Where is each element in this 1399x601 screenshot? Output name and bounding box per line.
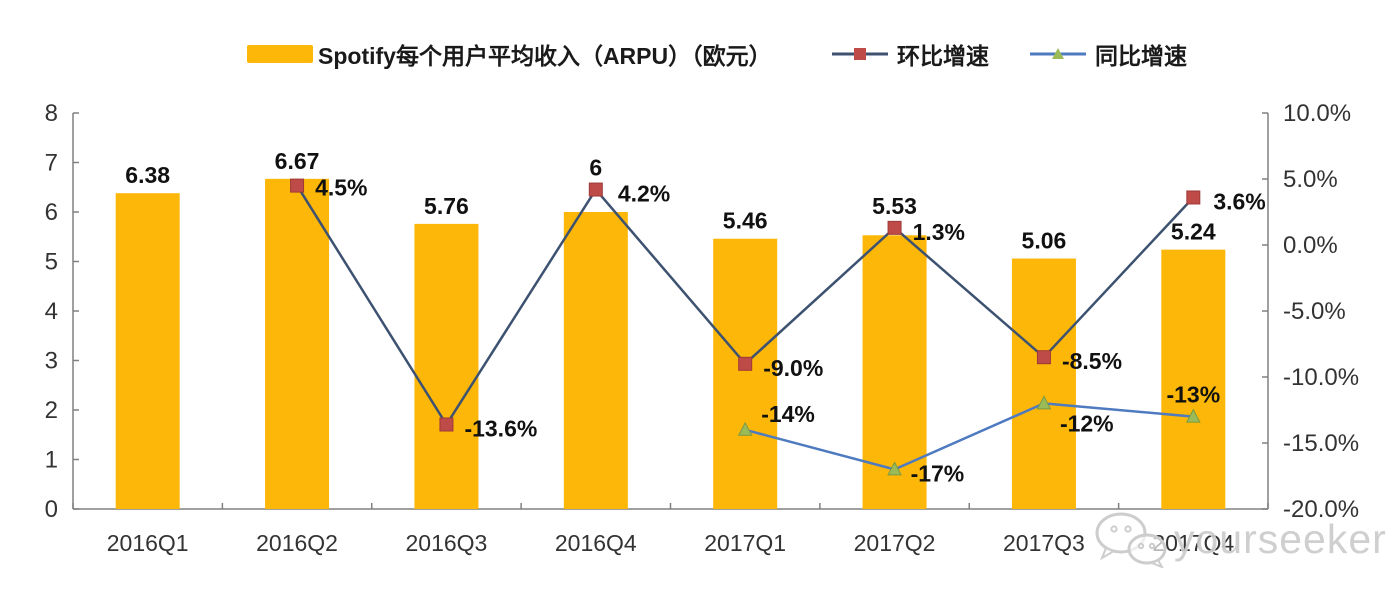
yoy-line — [744, 402, 1194, 471]
legend-item-arpu: Spotify每个用户平均收入（ARPU）（欧元） — [247, 38, 772, 70]
x-axis-category-label: 2017Q2 — [854, 530, 936, 556]
yoy-line-swatch — [1030, 48, 1086, 59]
bar — [1011, 258, 1076, 509]
left-axis-tick-label: 5 — [45, 249, 58, 276]
arpu-bar-swatch — [247, 45, 313, 63]
bar — [1161, 249, 1226, 509]
bar — [713, 238, 778, 510]
x-axis-category-label: 2016Q4 — [555, 530, 637, 556]
yoy-point-label: -14% — [761, 401, 815, 427]
bar — [563, 212, 628, 509]
left-axis-tick-label: 2 — [45, 397, 58, 424]
bar — [414, 223, 479, 509]
yoy-point-label: -12% — [1060, 410, 1114, 436]
legend-label-qoq: 环比增速 — [897, 43, 989, 69]
bar-value-label: 5.53 — [872, 193, 917, 219]
qoq-point-label: -9.0% — [763, 355, 823, 381]
qoq-marker — [290, 178, 305, 193]
left-axis-tick-label: 6 — [45, 199, 58, 226]
right-axis-tick-label: -5.0% — [1283, 298, 1346, 325]
x-axis-category-label: 2017Q3 — [1003, 530, 1085, 556]
right-axis-tick-label: 10.0% — [1283, 100, 1351, 127]
bar-value-label: 6 — [589, 155, 602, 181]
qoq-marker — [439, 417, 454, 432]
yoy-marker — [737, 421, 753, 436]
qoq-marker — [1186, 190, 1201, 205]
right-axis-tick-label: -10.0% — [1283, 364, 1359, 391]
left-axis-tick-label: 4 — [45, 298, 58, 325]
right-axis-tick-label: -20.0% — [1283, 496, 1359, 523]
left-axis-tick-label: 7 — [45, 150, 58, 177]
x-axis-category-label: 2016Q2 — [256, 530, 338, 556]
qoq-marker — [1036, 350, 1051, 365]
qoq-point-label: 4.5% — [315, 175, 367, 201]
qoq-point-label: -13.6% — [464, 416, 537, 442]
legend-item-yoy: 同比增速 — [1030, 38, 1187, 70]
bar-value-label: 5.46 — [723, 208, 768, 234]
left-axis-tick-label: 1 — [45, 447, 58, 474]
legend-item-qoq: 环比增速 — [832, 38, 989, 70]
yoy-point-label: -17% — [911, 460, 965, 486]
qoq-point-label: 3.6% — [1213, 188, 1265, 214]
qoq-point-label: 4.2% — [618, 181, 670, 207]
x-axis-category-label: 2017Q1 — [704, 530, 786, 556]
bar — [115, 193, 180, 509]
legend-label-arpu: Spotify每个用户平均收入（ARPU）（欧元） — [318, 43, 772, 69]
x-axis-category-label: 2016Q1 — [107, 530, 189, 556]
qoq-point-label: -8.5% — [1062, 348, 1122, 374]
bar — [265, 178, 330, 509]
right-axis-tick-label: 5.0% — [1283, 166, 1338, 193]
bar-value-label: 5.24 — [1171, 219, 1216, 245]
bar-value-label: 5.76 — [424, 193, 469, 219]
qoq-marker — [887, 220, 902, 235]
qoq-marker — [738, 356, 753, 371]
legend-label-yoy: 同比增速 — [1095, 43, 1187, 69]
left-axis-tick-label: 0 — [45, 496, 58, 523]
x-axis-category-label: 2017Q4 — [1152, 530, 1234, 556]
left-axis-tick-label: 3 — [45, 348, 58, 375]
qoq-line-swatch — [832, 48, 888, 60]
yoy-point-label: -13% — [1166, 382, 1220, 408]
qoq-point-label: 1.3% — [913, 219, 965, 245]
yoy-marker — [1036, 395, 1052, 410]
bar-value-label: 5.06 — [1022, 228, 1067, 254]
yoy-marker — [887, 461, 902, 476]
bar-value-label: 6.38 — [125, 162, 170, 188]
bar-value-label: 6.67 — [275, 148, 320, 174]
qoq-marker — [588, 182, 603, 197]
right-axis-tick-label: -15.0% — [1283, 430, 1359, 457]
x-axis-category-label: 2016Q3 — [406, 530, 488, 556]
left-axis-tick-label: 8 — [45, 100, 58, 127]
right-axis-tick-label: 0.0% — [1283, 232, 1338, 259]
yoy-marker — [1185, 408, 1201, 423]
